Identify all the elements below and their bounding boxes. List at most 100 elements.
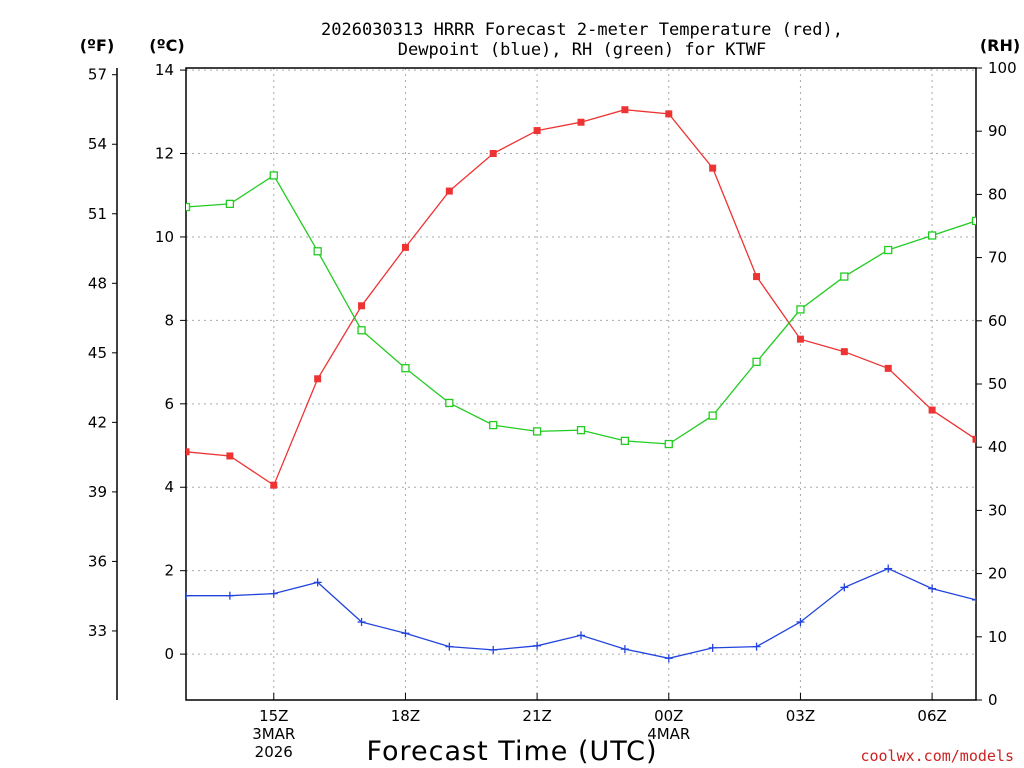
chart-title-line-2: Dewpoint (blue), RH (green) for KTWF: [398, 40, 766, 60]
temperature-point: [928, 406, 936, 414]
rh-point: [752, 357, 761, 367]
temperature-point: [358, 302, 366, 310]
celsius-tick-label: 6: [164, 395, 174, 413]
dewpoint-point: [577, 631, 585, 640]
fahrenheit-tick-label: 33: [88, 622, 107, 640]
rh-tick-label: 40: [988, 438, 1007, 456]
celsius-tick-label: 12: [155, 145, 174, 163]
rh-point: [576, 425, 586, 435]
fahrenheit-tick-label: 36: [88, 552, 107, 570]
rh-tick-label: 60: [988, 312, 1007, 330]
series-temperature: [186, 106, 976, 489]
dewpoint-point: [840, 583, 849, 592]
dewpoint-point: [972, 595, 976, 604]
dewpoint-point: [225, 591, 234, 600]
rh-point: [620, 436, 630, 446]
temperature-point: [884, 364, 892, 372]
rh-point: [796, 305, 805, 314]
dewpoint-point: [445, 642, 454, 651]
dewpoint-point: [620, 645, 629, 654]
rh-tick-label: 100: [988, 59, 1017, 77]
series-dewpoint: [186, 564, 976, 663]
rh-point: [840, 272, 849, 281]
x-tick-label: 03Z: [786, 707, 815, 725]
x-tick-label: 18Z: [391, 707, 420, 725]
fahrenheit-tick-label: 54: [88, 135, 107, 153]
fahrenheit-unit-label: (ºF): [80, 36, 115, 55]
rh-unit-label: (RH): [980, 36, 1020, 55]
rh-tick-label: 90: [988, 122, 1007, 140]
x-tick-label: 3MAR: [252, 725, 295, 743]
rh-point: [269, 171, 278, 180]
temperature-point: [753, 273, 761, 281]
temperature-point: [796, 335, 804, 343]
rh-point: [225, 199, 235, 209]
dewpoint-point: [533, 641, 542, 650]
dewpoint-point: [401, 629, 410, 638]
rh-tick-label: 50: [988, 375, 1007, 393]
celsius-tick-label: 10: [155, 228, 174, 246]
rh-point: [708, 411, 717, 420]
rh-point: [445, 398, 454, 408]
fahrenheit-tick-label: 51: [88, 205, 107, 223]
rh-point: [489, 420, 498, 430]
dewpoint-line: [186, 567, 976, 659]
plot-frame: [185, 67, 977, 701]
rh-point: [313, 247, 322, 256]
fahrenheit-tick-label: 48: [88, 274, 107, 292]
rh-point: [664, 439, 673, 449]
temperature-point: [314, 375, 322, 383]
dewpoint-point: [186, 591, 190, 600]
dewpoint-point: [796, 617, 805, 626]
rh-point: [532, 427, 542, 436]
rh-tick-label: 10: [988, 628, 1007, 646]
dewpoint-point: [884, 564, 893, 573]
celsius-tick-label: 8: [164, 311, 174, 329]
rh-tick-label: 0: [988, 691, 998, 709]
temperature-point: [533, 127, 541, 135]
chart-title-line-1: 2026030313 HRRR Forecast 2-meter Tempera…: [321, 20, 843, 40]
x-tick-label: 00Z: [654, 707, 683, 725]
x-tick-label: 2026: [255, 743, 293, 761]
rh-point: [927, 231, 937, 240]
fahrenheit-tick-label: 42: [88, 413, 107, 431]
rh-tick-label: 30: [988, 501, 1007, 519]
fahrenheit-tick-label: 57: [88, 66, 107, 84]
temperature-point: [665, 110, 673, 118]
rh-point: [357, 326, 366, 335]
temperature-point: [577, 118, 585, 126]
dewpoint-point: [708, 643, 717, 652]
rh-tick-label: 70: [988, 249, 1007, 267]
temperature-point: [489, 150, 497, 158]
celsius-unit-label: (ºC): [149, 36, 184, 55]
dewpoint-point: [928, 584, 937, 593]
dewpoint-point: [664, 654, 673, 663]
temperature-point: [445, 187, 453, 195]
rh-line: [186, 174, 976, 445]
axes: 0 2 4 6 8 10 12 14 33 36 39 42 45 48 51 54 57 0 10 20 30 40 50…: [88, 59, 1017, 709]
x-axis-title: Forecast Time (UTC): [366, 736, 657, 767]
dewpoint-point: [489, 645, 498, 654]
celsius-tick-label: 4: [164, 478, 174, 496]
temperature-point: [709, 164, 717, 172]
temperature-point: [840, 348, 848, 356]
rh-tick-label: 80: [988, 185, 1007, 203]
temperature-point: [401, 243, 409, 251]
rh-point: [884, 245, 893, 255]
temperature-point: [972, 435, 976, 443]
data-series: [186, 106, 976, 663]
x-tick-label: 15Z: [259, 707, 288, 725]
celsius-tick-label: 0: [164, 645, 174, 663]
credit-link[interactable]: coolwx.com/models: [860, 747, 1014, 765]
celsius-tick-label: 14: [155, 61, 174, 79]
x-tick-label: 4MAR: [647, 725, 690, 743]
fahrenheit-tick-label: 39: [88, 483, 107, 501]
dewpoint-point: [313, 578, 322, 587]
rh-tick-label: 20: [988, 565, 1007, 583]
fahrenheit-tick-label: 45: [88, 344, 107, 362]
x-tick-label: 06Z: [917, 707, 946, 725]
rh-point: [186, 202, 191, 212]
temperature-point: [226, 452, 234, 460]
